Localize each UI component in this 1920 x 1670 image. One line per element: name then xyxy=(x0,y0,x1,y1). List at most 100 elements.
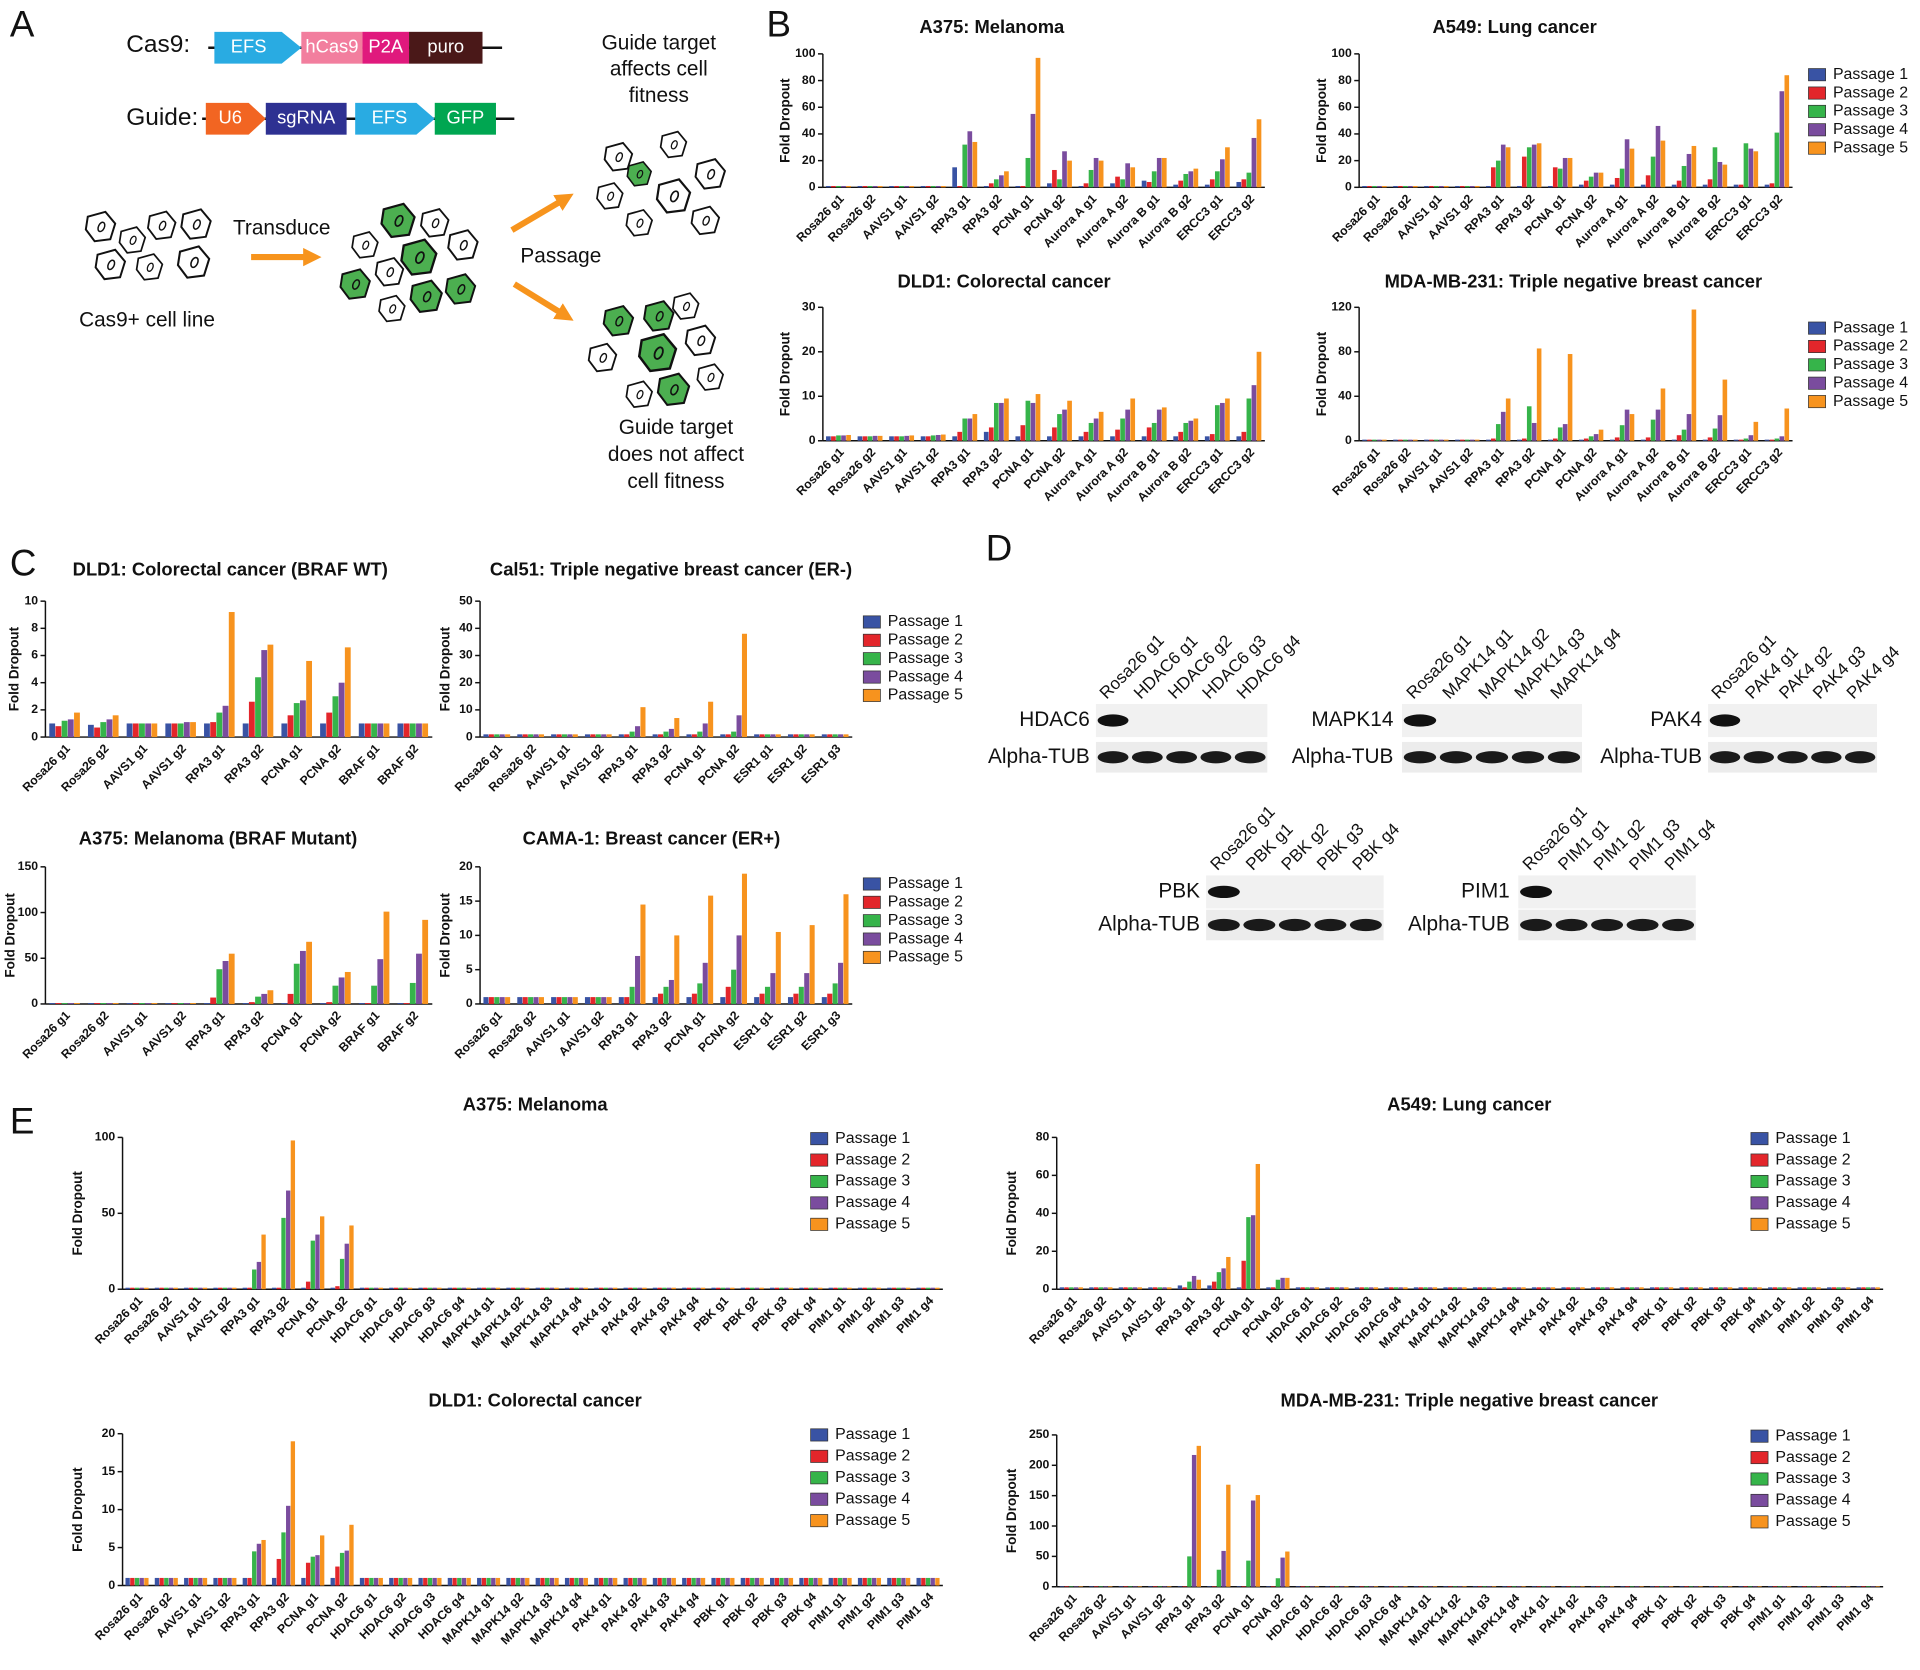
bar xyxy=(652,1577,658,1586)
bar xyxy=(804,973,810,1004)
bar xyxy=(1875,1287,1880,1290)
bar xyxy=(770,1577,775,1586)
bar xyxy=(1146,181,1152,188)
bar xyxy=(1098,160,1104,188)
bar xyxy=(567,997,573,1004)
legend-swatch xyxy=(1808,376,1826,390)
bar xyxy=(1595,1287,1601,1290)
chart-title: A375: Melanoma (BRAF Mutant) xyxy=(79,828,357,849)
bar xyxy=(533,734,539,738)
bar xyxy=(1505,398,1511,441)
bar xyxy=(1448,1287,1453,1290)
bar xyxy=(432,1287,437,1290)
bar xyxy=(1439,439,1444,441)
bar xyxy=(1334,1586,1340,1587)
bar xyxy=(393,1577,399,1586)
bar xyxy=(130,1287,135,1290)
bar xyxy=(887,1577,892,1586)
bar xyxy=(1772,1287,1778,1290)
legend-swatch xyxy=(862,652,881,666)
bar xyxy=(1718,1287,1723,1290)
bar xyxy=(1469,439,1475,441)
bar xyxy=(1266,1586,1271,1587)
bar xyxy=(952,167,957,188)
bar xyxy=(1709,1586,1714,1587)
cell xyxy=(118,226,147,254)
promoter xyxy=(355,102,435,135)
bar xyxy=(132,723,139,738)
bar xyxy=(572,734,578,738)
bar xyxy=(779,1577,784,1586)
bar xyxy=(750,1577,755,1586)
bar xyxy=(276,1558,281,1586)
bar xyxy=(988,183,994,188)
bar xyxy=(787,997,794,1004)
blot-band xyxy=(1520,918,1553,932)
bar xyxy=(731,969,737,1004)
bar xyxy=(891,1577,897,1586)
bar xyxy=(831,185,836,188)
bar xyxy=(67,719,74,738)
bar xyxy=(708,701,714,738)
bar xyxy=(267,990,274,1004)
bar xyxy=(871,1577,877,1586)
bar xyxy=(842,1577,847,1586)
bar xyxy=(1167,1586,1172,1587)
bar xyxy=(1452,1586,1458,1587)
chart-title: A549: Lung cancer xyxy=(1432,16,1596,37)
bar xyxy=(1429,185,1434,188)
part-label: puro xyxy=(427,36,464,57)
bar xyxy=(112,715,119,738)
bar xyxy=(1676,180,1682,188)
y-tick-label: 100 xyxy=(1029,1518,1050,1532)
bar xyxy=(671,1287,676,1290)
bar xyxy=(305,1281,311,1290)
y-tick-label: 50 xyxy=(24,950,38,964)
bar xyxy=(247,1287,252,1290)
bar xyxy=(1187,1281,1192,1290)
bar xyxy=(301,1577,306,1586)
bar xyxy=(572,997,578,1004)
bar xyxy=(561,997,567,1004)
bar xyxy=(793,993,799,1004)
bar xyxy=(338,682,345,738)
y-axis-label: Fold Dropout xyxy=(3,893,18,978)
bar xyxy=(1738,184,1744,188)
bar xyxy=(159,1287,164,1290)
bar xyxy=(423,1577,428,1586)
chart-title: CAMA-1: Breast cancer (ER+) xyxy=(523,828,781,849)
bar xyxy=(1487,1287,1492,1290)
bar xyxy=(125,1577,130,1586)
bar xyxy=(1702,184,1708,188)
bar xyxy=(1562,157,1568,188)
bar xyxy=(725,1287,730,1290)
bar xyxy=(1052,427,1057,441)
bar xyxy=(1460,185,1465,188)
bar xyxy=(418,1577,423,1586)
bar xyxy=(740,1577,746,1586)
bar xyxy=(632,1287,638,1290)
bar xyxy=(1236,181,1242,188)
bar xyxy=(1650,156,1656,188)
bar xyxy=(891,1287,897,1290)
bar xyxy=(1807,1586,1812,1587)
y-tick-label: 30 xyxy=(802,300,816,314)
bar xyxy=(1713,1287,1719,1290)
blot-band xyxy=(1709,714,1741,727)
bar xyxy=(1811,1586,1817,1587)
blot-target-label: PAK4 xyxy=(1650,708,1702,731)
bar xyxy=(1486,185,1491,188)
bar xyxy=(165,1003,172,1004)
bar xyxy=(427,1287,433,1290)
bar xyxy=(202,1577,208,1586)
bar xyxy=(1588,176,1594,188)
legend-swatch xyxy=(1808,123,1826,137)
bar xyxy=(202,1287,208,1290)
legend-swatch xyxy=(1808,141,1826,155)
bar xyxy=(1177,1285,1183,1290)
bar xyxy=(437,1287,442,1290)
diagram-label: Transduce xyxy=(233,216,330,239)
bar xyxy=(1432,1287,1438,1290)
bar xyxy=(867,436,873,441)
bar xyxy=(1629,414,1635,441)
